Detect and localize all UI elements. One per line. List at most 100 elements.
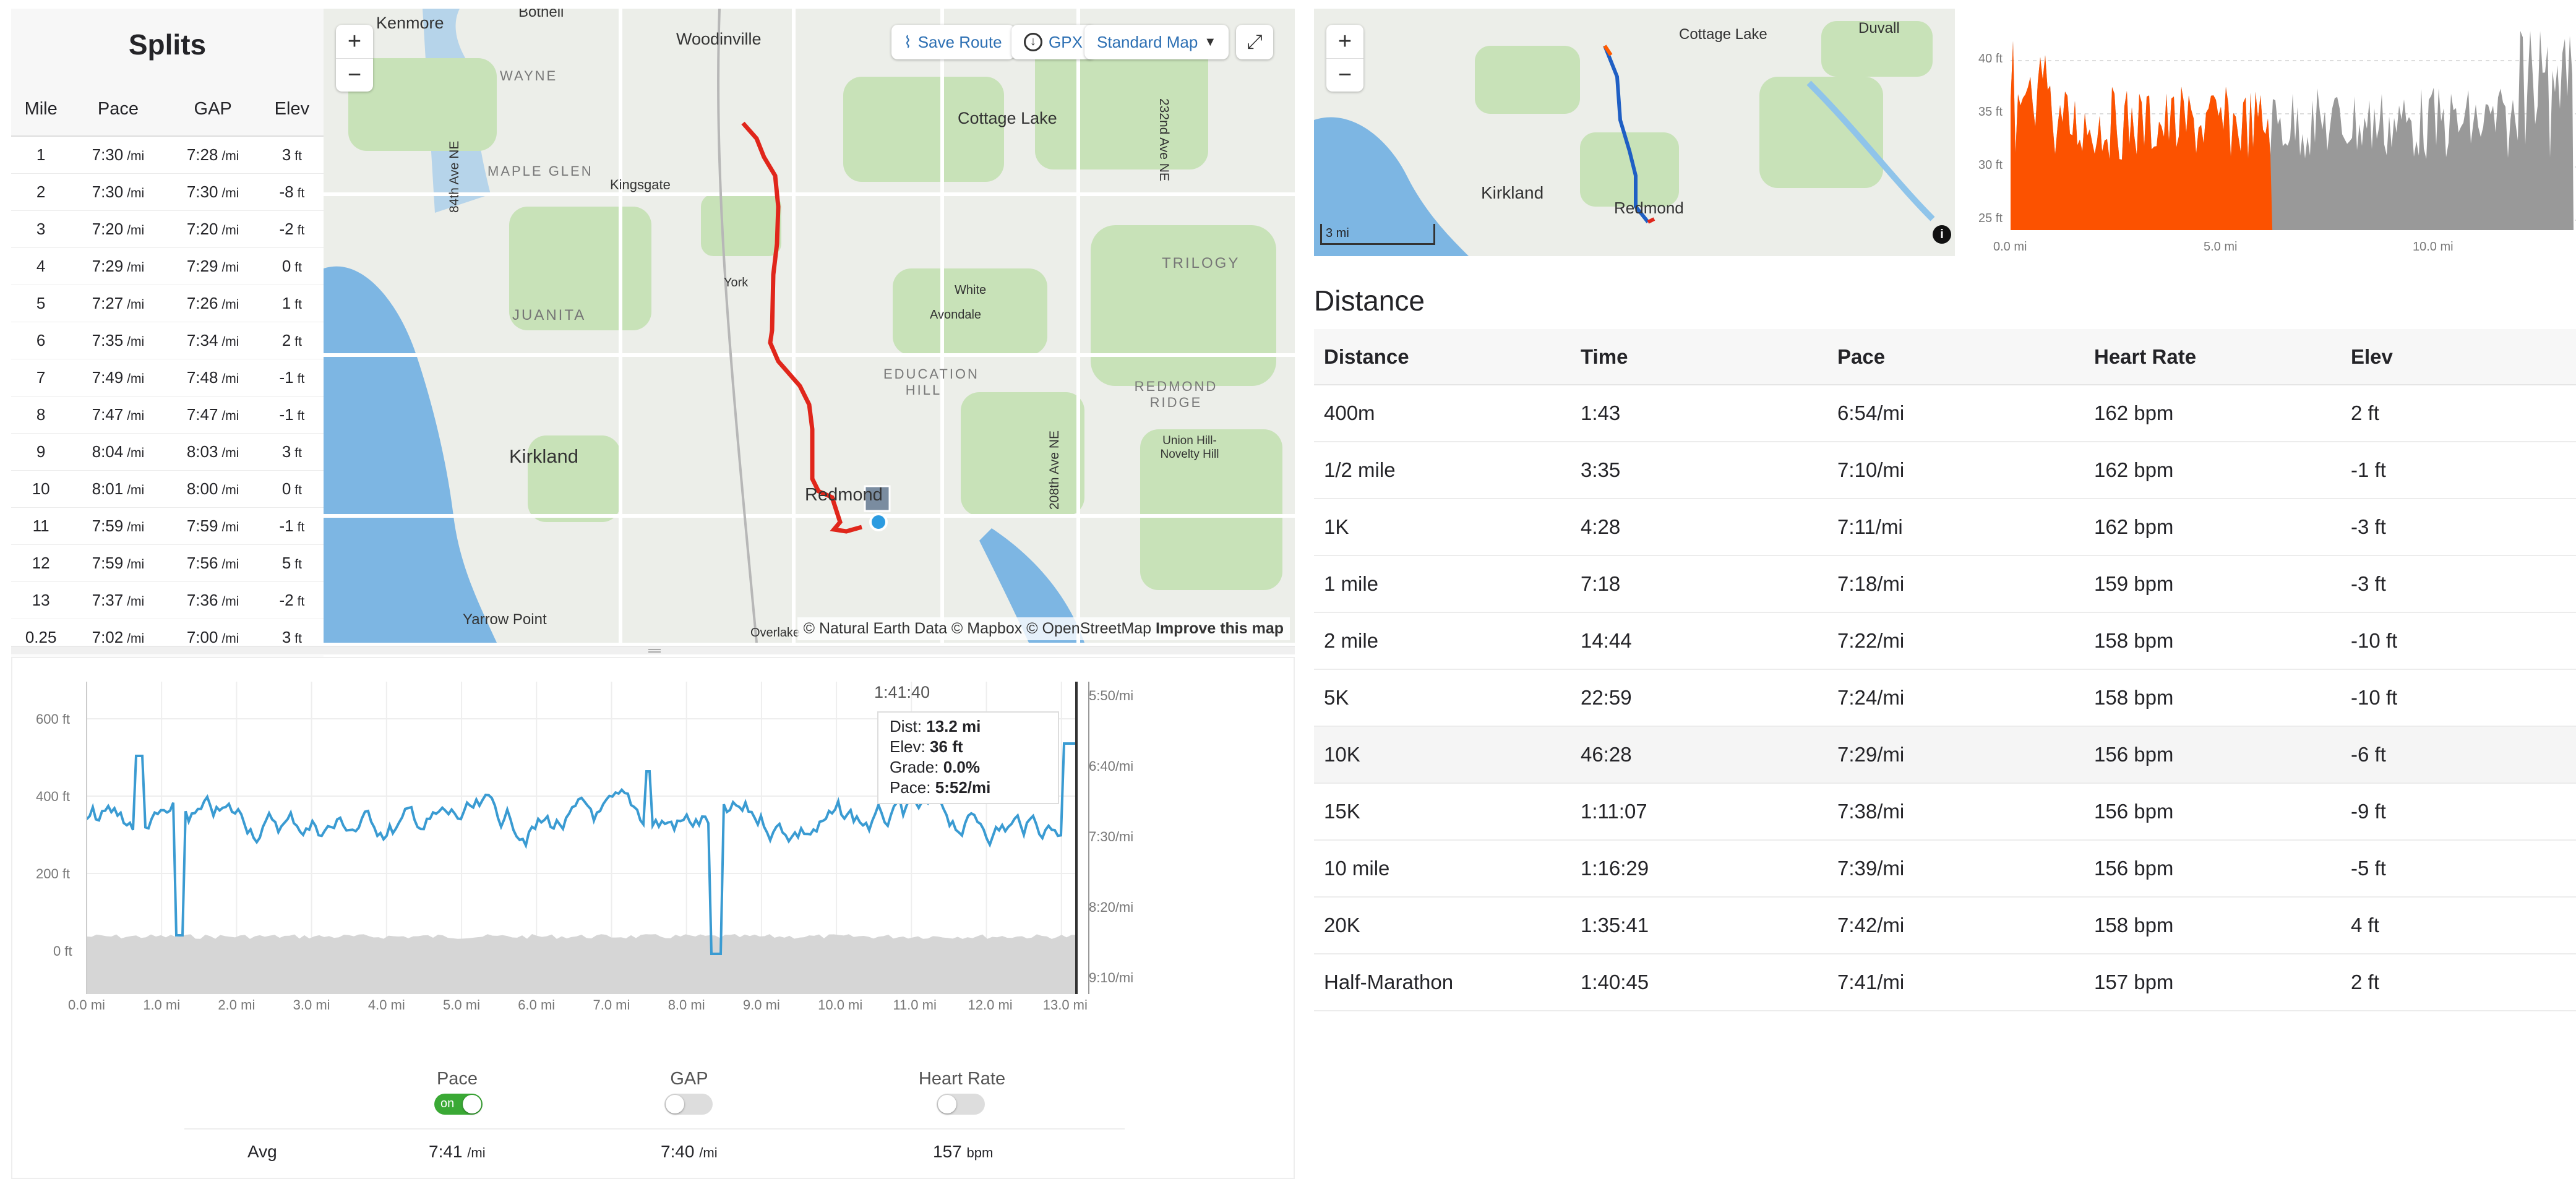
distance-cell-t: 7:18	[1571, 555, 1827, 613]
info-icon[interactable]: i	[1933, 225, 1951, 244]
fullscreen-button[interactable]: ⤢	[1236, 25, 1273, 59]
split-row[interactable]: 4 7:29/mi 7:29/mi 0 ft	[11, 247, 324, 285]
route-line	[741, 121, 862, 534]
overview-map[interactable]: + − Cottage Lake Duvall Kirkland Redmond…	[1314, 9, 1955, 256]
distance-cell-p: 7:41/mi	[1827, 954, 2084, 1011]
distance-row[interactable]: 1/2 mile 3:35 7:10/mi 162 bpm -1 ft	[1314, 442, 2576, 499]
zoom-out-button[interactable]: −	[336, 58, 373, 92]
distance-cell-d: 1/2 mile	[1314, 442, 1571, 499]
overview-zoom-in-button[interactable]: +	[1337, 28, 1352, 54]
improve-map-link[interactable]: Improve this map	[1156, 620, 1284, 637]
save-route-label: Save Route	[917, 32, 1002, 51]
distance-cell-d: 400m	[1314, 385, 1571, 442]
distance-cell-d: 10 mile	[1314, 840, 1571, 898]
split-row[interactable]: 13 7:37/mi 7:36/mi -2 ft	[11, 581, 324, 619]
splits-header-pace: Pace	[71, 83, 166, 137]
distance-row[interactable]: Half-Marathon 1:40:45 7:41/mi 157 bpm 2 ft	[1314, 954, 2576, 1011]
split-row[interactable]: 3 7:20/mi 7:20/mi -2 ft	[11, 210, 324, 248]
split-pace: 8:01/mi	[71, 470, 166, 508]
distance-row[interactable]: 10 mile 1:16:29 7:39/mi 156 bpm -5 ft	[1314, 840, 2576, 898]
athlete-photo-marker[interactable]	[864, 485, 891, 512]
distance-cell-t: 1:16:29	[1571, 840, 1827, 898]
elev-y-tick: 25 ft	[1978, 212, 2003, 225]
splits-header-gap: GAP	[165, 83, 260, 137]
x-tick: 4.0 mi	[367, 997, 405, 1013]
split-pace: 7:47/mi	[71, 396, 166, 434]
split-row[interactable]: 12 7:59/mi 7:56/mi 5 ft	[11, 544, 324, 582]
elevation-profile-chart[interactable]	[1973, 12, 2576, 260]
x-tick: 8.0 mi	[668, 997, 705, 1013]
zoom-in-button[interactable]: +	[347, 28, 362, 54]
resize-handle[interactable]	[11, 646, 1295, 654]
split-elev: -1 ft	[260, 396, 324, 434]
split-row[interactable]: 10 8:01/mi 8:00/mi 0 ft	[11, 470, 324, 508]
y-right-tick: 9:10/mi	[1089, 970, 1134, 985]
distance-cell-e: -9 ft	[2341, 783, 2576, 841]
split-row[interactable]: 7 7:49/mi 7:48/mi -1 ft	[11, 359, 324, 397]
distance-cell-hr: 156 bpm	[2084, 783, 2341, 841]
split-elev: 2 ft	[260, 322, 324, 359]
overview-zoom-out-button[interactable]: −	[1326, 58, 1363, 92]
split-gap: 7:47/mi	[165, 396, 260, 434]
gap-toggle[interactable]	[664, 1094, 713, 1115]
pace-toggle[interactable]: on	[434, 1094, 483, 1115]
x-tick: 7.0 mi	[593, 997, 630, 1013]
split-row[interactable]: 2 7:30/mi 7:30/mi -8 ft	[11, 173, 324, 211]
split-elev: 3 ft	[260, 433, 324, 471]
distance-cell-p: 7:42/mi	[1827, 897, 2084, 954]
split-pace: 7:27/mi	[71, 285, 166, 322]
split-mile: 2	[11, 173, 71, 211]
heart-rate-toggle[interactable]	[937, 1094, 985, 1115]
split-row[interactable]: 8 7:47/mi 7:47/mi -1 ft	[11, 396, 324, 434]
distance-row[interactable]: 15K 1:11:07 7:38/mi 156 bpm -9 ft	[1314, 783, 2576, 841]
split-row[interactable]: 11 7:59/mi 7:59/mi -1 ft	[11, 507, 324, 545]
distance-row[interactable]: 1 mile 7:18 7:18/mi 159 bpm -3 ft	[1314, 555, 2576, 613]
route-icon: ⌇	[904, 32, 912, 51]
split-mile: 6	[11, 322, 71, 359]
tooltip-dist: Dist: 13.2 mi	[890, 717, 981, 735]
route-map[interactable]: Kenmore Bothell Woodinville Cottage Lake…	[324, 9, 1295, 643]
map-label-trilogy: TRILOGY	[1162, 255, 1240, 272]
distance-row[interactable]: 20K 1:35:41 7:42/mi 158 bpm 4 ft	[1314, 897, 2576, 954]
avg-gap: 7:40 /mi	[661, 1142, 718, 1161]
split-elev: -2 ft	[260, 210, 324, 248]
distance-cell-t: 14:44	[1571, 612, 1827, 670]
distance-row[interactable]: 10K 46:28 7:29/mi 156 bpm -6 ft	[1314, 726, 2576, 784]
gpx-button[interactable]: ↓ GPX	[1011, 25, 1095, 59]
distance-cell-e: -3 ft	[2341, 555, 2576, 613]
distance-cell-hr: 159 bpm	[2084, 555, 2341, 613]
distance-row[interactable]: 400m 1:43 6:54/mi 162 bpm 2 ft	[1314, 385, 2576, 442]
distance-cell-hr: 162 bpm	[2084, 385, 2341, 442]
grip-icon	[648, 649, 661, 653]
distance-row[interactable]: 2 mile 14:44 7:22/mi 158 bpm -10 ft	[1314, 612, 2576, 670]
map-label-redmond: Redmond	[805, 485, 883, 505]
split-gap: 7:29/mi	[165, 247, 260, 285]
save-route-button[interactable]: ⌇ Save Route	[891, 25, 1015, 59]
map-label-maple-glen: MAPLE GLEN	[487, 163, 593, 179]
y-right-tick: 8:20/mi	[1089, 899, 1134, 915]
distance-row[interactable]: 1K 4:28 7:11/mi 162 bpm -3 ft	[1314, 499, 2576, 556]
dist-header-time: Time	[1571, 329, 1827, 385]
map-label-bothell: Bothell	[518, 9, 564, 20]
distance-row[interactable]: 5K 22:59 7:24/mi 158 bpm -10 ft	[1314, 669, 2576, 727]
overview-label-cottage-lake: Cottage Lake	[1679, 26, 1767, 43]
map-style-dropdown[interactable]: Standard Map ▼	[1084, 25, 1229, 59]
split-row[interactable]: 5 7:27/mi 7:26/mi 1 ft	[11, 285, 324, 322]
distance-cell-d: 10K	[1314, 726, 1571, 784]
distance-cell-hr: 157 bpm	[2084, 954, 2341, 1011]
distance-cell-e: -10 ft	[2341, 612, 2576, 670]
split-elev: -8 ft	[260, 173, 324, 211]
split-pace: 8:04/mi	[71, 433, 166, 471]
splits-header-mile: Mile	[11, 83, 71, 137]
toggle-on-text: on	[440, 1097, 455, 1110]
split-gap: 8:00/mi	[165, 470, 260, 508]
split-row[interactable]: 6 7:35/mi 7:34/mi 2 ft	[11, 322, 324, 359]
map-label-kirkland: Kirkland	[509, 445, 578, 467]
split-gap: 7:36/mi	[165, 581, 260, 619]
split-row[interactable]: 1 7:30/mi 7:28/mi 3 ft	[11, 136, 324, 174]
distance-cell-d: 2 mile	[1314, 612, 1571, 670]
split-row[interactable]: 9 8:04/mi 8:03/mi 3 ft	[11, 433, 324, 471]
distance-cell-p: 7:22/mi	[1827, 612, 2084, 670]
dist-header-pace: Pace	[1827, 329, 2084, 385]
distance-cell-e: -1 ft	[2341, 442, 2576, 499]
